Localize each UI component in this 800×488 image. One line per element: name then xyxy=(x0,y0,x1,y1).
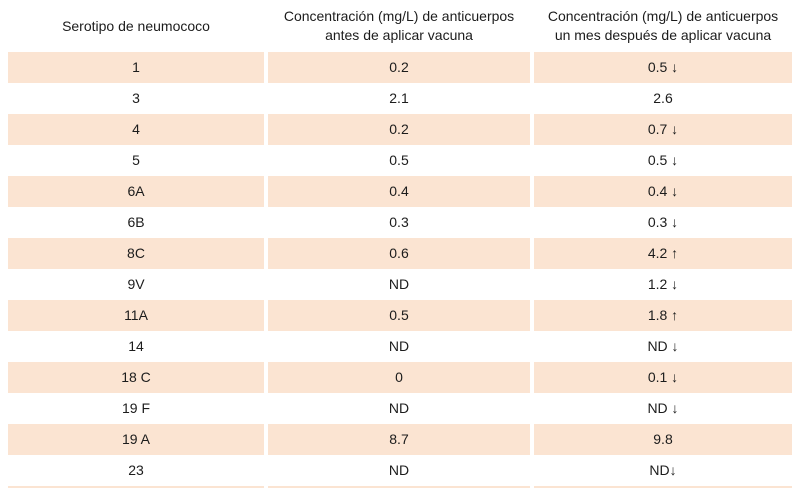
before-concentration-cell: ND xyxy=(268,269,530,300)
after-concentration-cell: 0.5 ↓ xyxy=(534,52,792,83)
table-row: 6A 0.4 0.4 ↓ xyxy=(8,176,792,207)
after-concentration-cell: 9.8 xyxy=(534,424,792,455)
partial-cell xyxy=(268,486,530,488)
after-concentration-cell: ND↓ xyxy=(534,455,792,486)
after-concentration-cell: 0.1 ↓ xyxy=(534,362,792,393)
partial-cell xyxy=(8,486,264,488)
before-concentration-cell: 0.6 xyxy=(268,238,530,269)
table-row: 18 C 0 0.1 ↓ xyxy=(8,362,792,393)
header-serotype-line1: Serotipo de neumococo xyxy=(62,17,210,34)
header-before-line1: Concentración (mg/L) de anticuerpos xyxy=(283,8,515,25)
table-row: 14 ND ND ↓ xyxy=(8,331,792,362)
serotype-cell: 8C xyxy=(8,238,264,269)
table-row: 4 0.2 0.7 ↓ xyxy=(8,114,792,145)
before-concentration-cell: 0.2 xyxy=(268,114,530,145)
before-concentration-cell: ND xyxy=(268,455,530,486)
after-concentration-cell: ND ↓ xyxy=(534,393,792,424)
table-row: 1 0.2 0.5 ↓ xyxy=(8,52,792,83)
before-concentration-cell: 0.4 xyxy=(268,176,530,207)
before-concentration-cell: 0 xyxy=(268,362,530,393)
header-before-vaccine: Concentración (mg/L) de anticuerpos ante… xyxy=(268,0,530,52)
after-concentration-cell: 4.2 ↑ xyxy=(534,238,792,269)
header-after-vaccine: Concentración (mg/L) de anticuerpos un m… xyxy=(534,0,792,52)
after-concentration-cell: 0.4 ↓ xyxy=(534,176,792,207)
serotype-cell: 23 xyxy=(8,455,264,486)
header-after-line2: un mes después de aplicar vacuna xyxy=(554,27,772,43)
header-after-line1: Concentración (mg/L) de anticuerpos xyxy=(547,8,779,25)
serotype-cell: 5 xyxy=(8,145,264,176)
table-body: 1 0.2 0.5 ↓ 3 2.1 2.6 4 0.2 0.7 ↓ 5 0.5 0.5 ↓ 6A 0.4 0… xyxy=(8,52,792,486)
table-row: 8C 0.6 4.2 ↑ xyxy=(8,238,792,269)
after-concentration-cell: 0.3 ↓ xyxy=(534,207,792,238)
before-concentration-cell: 0.5 xyxy=(268,300,530,331)
serotype-cell: 18 C xyxy=(8,362,264,393)
before-concentration-cell: 0.5 xyxy=(268,145,530,176)
table-header: Serotipo de neumococo Concentración (mg/… xyxy=(8,0,792,52)
serotype-cell: 3 xyxy=(8,83,264,114)
after-concentration-cell: ND ↓ xyxy=(534,331,792,362)
serotype-cell: 14 xyxy=(8,331,264,362)
table-row: 3 2.1 2.6 xyxy=(8,83,792,114)
serotype-cell: 9V xyxy=(8,269,264,300)
after-concentration-cell: 1.2 ↓ xyxy=(534,269,792,300)
header-before-line2: antes de aplicar vacuna xyxy=(325,27,473,43)
before-concentration-cell: ND xyxy=(268,331,530,362)
serotype-cell: 11A xyxy=(8,300,264,331)
partial-cell xyxy=(534,486,792,488)
serotype-cell: 6A xyxy=(8,176,264,207)
before-concentration-cell: 0.2 xyxy=(268,52,530,83)
serotype-cell: 19 A xyxy=(8,424,264,455)
table-row: 23 ND ND↓ xyxy=(8,455,792,486)
before-concentration-cell: 0.3 xyxy=(268,207,530,238)
before-concentration-cell: 2.1 xyxy=(268,83,530,114)
table-row: 9V ND 1.2 ↓ xyxy=(8,269,792,300)
before-concentration-cell: 8.7 xyxy=(268,424,530,455)
before-concentration-cell: ND xyxy=(268,393,530,424)
header-serotype: Serotipo de neumococo xyxy=(8,0,264,52)
table-row: 11A 0.5 1.8 ↑ xyxy=(8,300,792,331)
partial-next-row xyxy=(8,486,792,488)
table-row: 19 A 8.7 9.8 xyxy=(8,424,792,455)
serotype-cell: 6B xyxy=(8,207,264,238)
after-concentration-cell: 0.7 ↓ xyxy=(534,114,792,145)
table-row: 6B 0.3 0.3 ↓ xyxy=(8,207,792,238)
serotype-cell: 4 xyxy=(8,114,264,145)
serotype-cell: 1 xyxy=(8,52,264,83)
table-row: 19 F ND ND ↓ xyxy=(8,393,792,424)
after-concentration-cell: 1.8 ↑ xyxy=(534,300,792,331)
serotype-cell: 19 F xyxy=(8,393,264,424)
after-concentration-cell: 0.5 ↓ xyxy=(534,145,792,176)
after-concentration-cell: 2.6 xyxy=(534,83,792,114)
table-row: 5 0.5 0.5 ↓ xyxy=(8,145,792,176)
